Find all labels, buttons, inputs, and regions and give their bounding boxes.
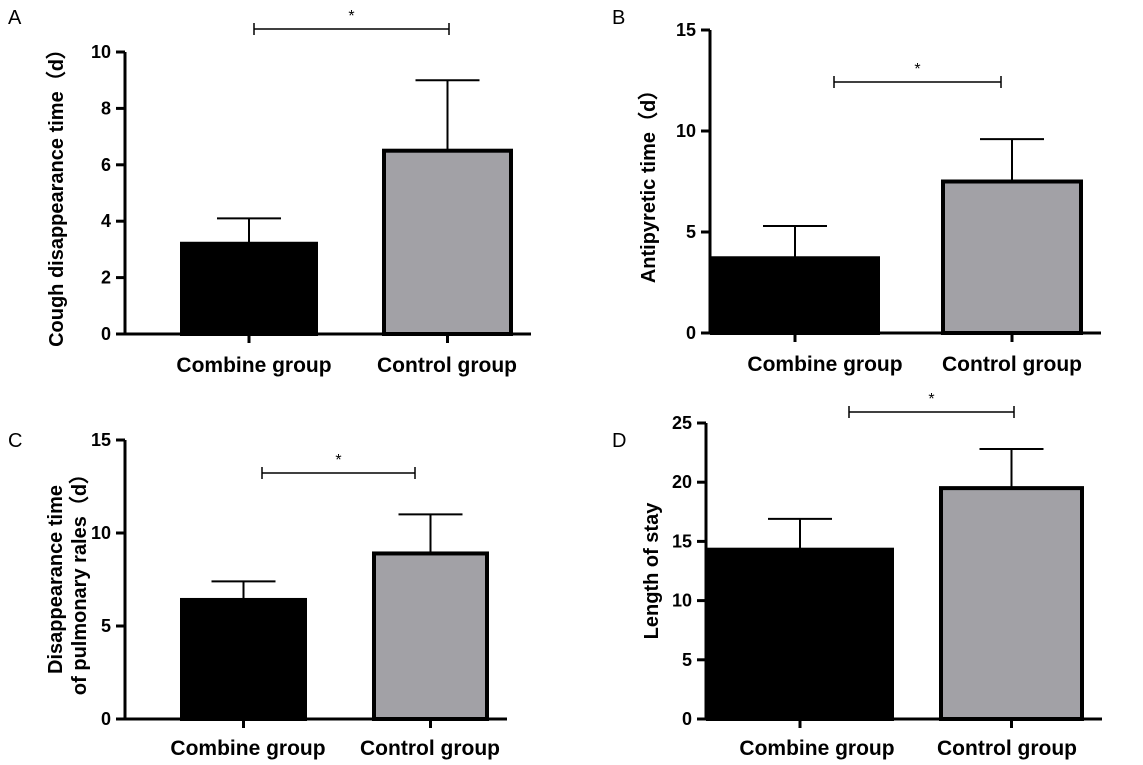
panel-a-category-label-1: Combine group xyxy=(176,354,331,377)
panel-d-ytick-label-3: 15 xyxy=(672,531,692,551)
panel-b-letter: B xyxy=(612,7,625,29)
panel-a-bar-1 xyxy=(180,241,318,336)
panel-c-ytick-label-1: 5 xyxy=(101,616,111,636)
panel-b-ytick-label-0: 0 xyxy=(686,323,696,343)
panel-a-letter: A xyxy=(8,7,22,29)
panel-b-group: B 0 5 10 15 Combine group Control group Antipyr… xyxy=(612,7,1101,376)
panel-c-letter: C xyxy=(8,430,22,452)
panel-c-ytick-label-2: 10 xyxy=(91,523,111,543)
panel-a-ytick-label-2: 4 xyxy=(101,211,111,231)
panel-b-category-label-1: Combine group xyxy=(747,353,902,376)
panel-d-group: D 0 5 10 15 20 25 Combine group Control group Len… xyxy=(612,391,1102,760)
panel-c-category-label-2: Control group xyxy=(360,737,500,760)
panel-b-ytick-label-3: 15 xyxy=(676,20,696,40)
panel-a-significance-marker: * xyxy=(348,8,354,25)
panel-b-category-label-2: Control group xyxy=(942,353,1082,376)
panel-c-y-axis-label-line-2: of pulmonary rales（d） xyxy=(68,464,91,695)
panel-a-ytick-label-0: 0 xyxy=(101,324,111,344)
panel-b-y-axis-label: Antipyretic time（d） xyxy=(637,80,660,283)
panel-a-ytick-label-4: 8 xyxy=(101,98,111,118)
panel-b-bar-1 xyxy=(710,256,880,336)
panel-d-ytick-label-0: 0 xyxy=(682,709,692,729)
panel-d-ytick-label-4: 20 xyxy=(672,472,692,492)
panel-d-ytick-label-1: 5 xyxy=(682,650,692,670)
panel-a-group: A 0 2 4 6 8 10 Combine group Control group Cough … xyxy=(8,7,531,377)
panel-d-letter: D xyxy=(612,430,626,452)
panel-c-bar-2 xyxy=(372,551,489,722)
panel-a-ytick-label-1: 2 xyxy=(101,268,111,288)
panel-d-y-axis-label: Length of stay xyxy=(641,502,663,640)
panel-a-category-label-2: Control group xyxy=(377,354,517,377)
panel-d-bar-2 xyxy=(939,486,1084,721)
panel-a-ytick-label-3: 6 xyxy=(101,155,111,175)
panel-b-significance-marker: * xyxy=(914,61,920,78)
panel-c-group: C 0 5 10 15 Combine group Control group Disappe… xyxy=(8,430,507,760)
panel-c-bar-1 xyxy=(180,597,307,722)
panel-d-category-label-1: Combine group xyxy=(739,737,894,760)
panel-d-ytick-label-2: 10 xyxy=(672,591,692,611)
panel-d-significance-marker: * xyxy=(928,391,934,408)
panel-c-ytick-label-3: 15 xyxy=(91,430,111,450)
panel-b-ytick-label-1: 5 xyxy=(686,222,696,242)
panel-b-bar-2 xyxy=(941,179,1083,335)
panel-a-y-axis-label: Cough disappearance time（d） xyxy=(45,39,68,347)
panel-d-category-label-2: Control group xyxy=(937,737,1077,760)
panel-a-ytick-label-5: 10 xyxy=(91,42,111,62)
panel-d-ytick-label-5: 25 xyxy=(672,413,692,433)
panel-d-bar-1 xyxy=(706,547,894,721)
panel-b-ytick-label-2: 10 xyxy=(676,121,696,141)
panel-a-bar-2 xyxy=(382,148,513,336)
panel-c-category-label-1: Combine group xyxy=(170,737,325,760)
panel-c-y-axis-label: Disappearance time of pulmonary rales（d） xyxy=(45,464,91,695)
panel-c-y-axis-label-line-1: Disappearance time xyxy=(45,485,67,674)
panel-c-significance-marker: * xyxy=(335,452,341,469)
panel-c-ytick-label-0: 0 xyxy=(101,709,111,729)
